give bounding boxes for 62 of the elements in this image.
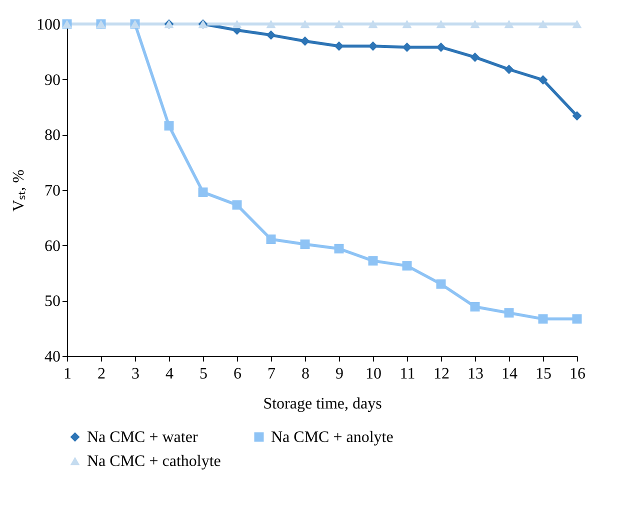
point [300,20,310,28]
x-tick-label: 1 [64,366,72,382]
x-tick-label: 3 [132,366,140,382]
point [436,279,446,289]
x-axis-title: Storage time, days [263,396,382,412]
point [470,52,480,62]
legend-label: Na CMC + anolyte [271,429,394,446]
x-tick-label: 16 [570,366,586,382]
x-tick-label: 8 [302,366,310,382]
point [368,20,378,28]
point [504,64,514,74]
y-tick-label: 80 [44,127,60,144]
point [368,256,378,266]
point [334,20,344,28]
y-axis-title: Vₛₜ, % [10,170,28,212]
point [402,42,412,52]
point [436,42,446,52]
point [538,314,548,324]
point [232,20,242,28]
y-tick-label: 70 [44,182,60,200]
y-tick-label: 40 [44,348,60,366]
point [470,20,480,28]
x-tick-label: 15 [536,366,552,382]
point [334,41,344,51]
x-tick-label: 14 [502,366,518,382]
point [402,261,412,271]
point [266,30,276,40]
point [232,200,242,210]
point [436,20,446,28]
x-tick-label: 9 [336,366,344,382]
point [164,121,174,131]
point [572,111,582,121]
x-tick-label: 13 [468,366,484,382]
y-tick-label: 90 [44,72,60,89]
point [266,234,276,244]
point [368,41,378,51]
y-tick-label: 100 [36,16,60,34]
point [504,308,514,318]
point [504,20,514,28]
point [470,302,480,312]
x-tick-label: 2 [98,366,106,382]
x-tick-label: 5 [200,366,208,382]
legend-label: Na CMC + water [87,429,198,446]
x-tick-label: 7 [268,366,276,382]
y-tick-label: 60 [44,238,60,255]
point [300,36,310,46]
point [572,314,582,324]
x-tick-label: 12 [434,366,450,382]
x-tick-label: 11 [400,366,416,382]
x-tick-label: 10 [366,366,382,382]
y-tick-label: 50 [44,293,60,310]
point [198,187,208,197]
x-tick-label: 4 [166,366,174,382]
point [572,20,582,28]
point [538,75,548,85]
legend-label: Na CMC + catholyte [87,453,221,470]
x-tick-label: 6 [234,366,242,382]
point [266,20,276,28]
point [334,244,344,254]
point [300,239,310,249]
point [402,20,412,28]
point [538,20,548,28]
